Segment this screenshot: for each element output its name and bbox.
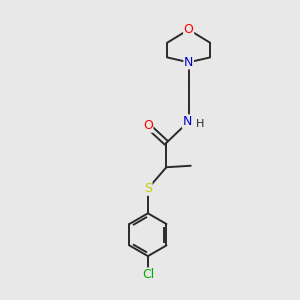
Text: O: O	[143, 119, 153, 132]
Text: N: N	[184, 56, 193, 69]
Text: S: S	[144, 182, 152, 195]
Text: Cl: Cl	[142, 268, 154, 281]
Text: H: H	[196, 119, 204, 129]
Text: N: N	[182, 115, 192, 128]
Text: O: O	[184, 23, 194, 36]
